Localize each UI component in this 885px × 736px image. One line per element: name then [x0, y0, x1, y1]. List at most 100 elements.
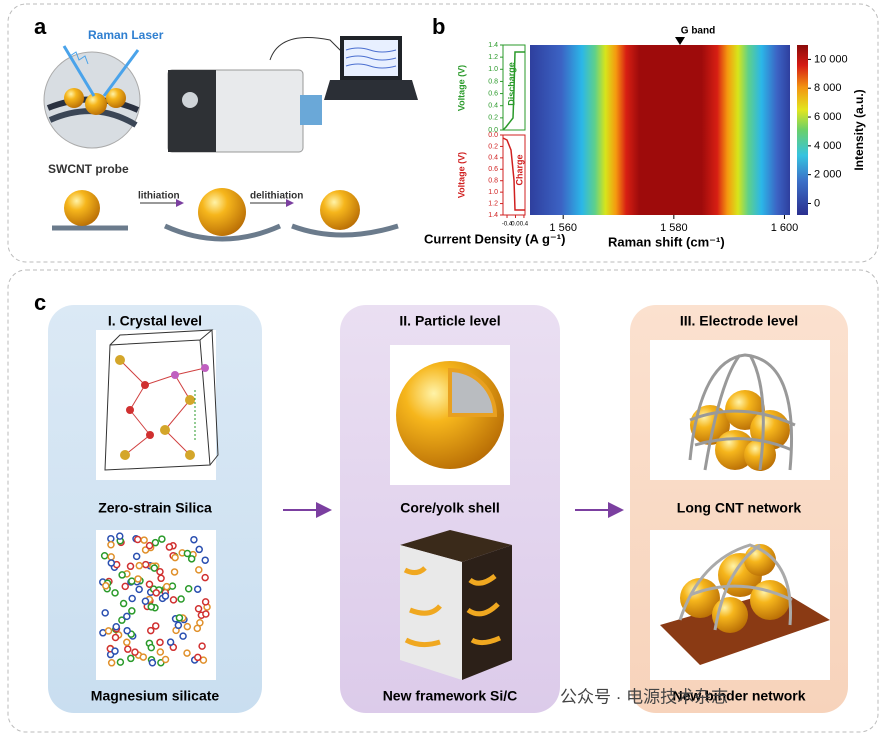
atom [100, 552, 109, 560]
colorbar [797, 45, 808, 215]
level-caption: Core/yolk shell [400, 500, 500, 516]
atom [169, 596, 178, 604]
atom [139, 653, 148, 661]
level-title: I. Crystal level [108, 313, 202, 329]
atom [118, 571, 126, 579]
level-title: II. Particle level [399, 313, 500, 329]
atom [158, 535, 166, 543]
atom [202, 610, 210, 618]
atom [187, 555, 196, 563]
current-tick-label: 0.0 [511, 222, 520, 228]
cnt-network [650, 340, 830, 480]
atom [166, 638, 175, 646]
atom [112, 622, 120, 631]
atom [175, 614, 184, 622]
level-caption: New framework Si/C [383, 688, 518, 704]
step-label: delithiation [250, 191, 303, 202]
atom [128, 577, 136, 585]
heatmap [530, 45, 790, 215]
voltage-tick-label: 1.4 [488, 42, 498, 49]
atom [107, 559, 116, 567]
atom [161, 592, 170, 600]
framework-cube [400, 530, 512, 680]
voltage-tick-label: 0.0 [488, 127, 498, 134]
atom [184, 584, 193, 593]
discharge-label: Discharge [506, 62, 516, 106]
charge-box [502, 134, 526, 216]
atom [123, 612, 131, 621]
atom [116, 532, 124, 540]
atom [102, 582, 110, 590]
crystal-structure [96, 329, 219, 480]
atom [119, 599, 128, 608]
probe-illustration [43, 45, 141, 149]
voltage-tick-label: 0.8 [488, 78, 498, 85]
voltage-tick-label: 1.0 [488, 189, 498, 196]
colorbar-tick-label: 2 000 [814, 169, 842, 181]
atom [101, 609, 109, 617]
current-title: Current Density (A g⁻¹) [424, 231, 565, 246]
x-title: Raman shift (cm⁻¹) [608, 234, 725, 249]
atom [195, 566, 203, 574]
atom [123, 638, 131, 647]
annotation-marker [675, 37, 685, 45]
atom [162, 582, 171, 591]
atom [118, 616, 126, 624]
level-caption: Long CNT network [677, 500, 802, 516]
voltage-tick-label: 1.4 [488, 212, 498, 219]
voltage-tick-label: 0.4 [488, 155, 498, 162]
atom [145, 580, 154, 589]
atom [183, 622, 192, 631]
atom [174, 621, 183, 630]
atom [179, 632, 187, 640]
x-tick-label: 1 580 [660, 222, 688, 234]
atom [107, 553, 115, 561]
atom [152, 589, 160, 597]
atom [141, 560, 150, 569]
instrument [167, 36, 418, 153]
discharge-box [502, 44, 526, 131]
atom [190, 535, 198, 544]
atom [201, 573, 209, 582]
atom [132, 552, 141, 561]
level-caption: New binder network [672, 688, 805, 704]
atom [107, 534, 115, 543]
atom [156, 648, 165, 656]
atom [183, 549, 192, 558]
atom [193, 585, 202, 593]
colorbar-tick-label: 6 000 [814, 111, 842, 123]
frame-bottom [7, 269, 879, 733]
atom [147, 643, 156, 652]
atom [148, 659, 157, 667]
panel-label: a [34, 14, 47, 39]
atom [116, 658, 125, 666]
atom [133, 535, 142, 544]
watermark: 公众号 · 电源技术杂志 [560, 687, 728, 706]
frame-top [7, 3, 879, 263]
atom [141, 597, 150, 606]
colorbar-tick-label: 4 000 [814, 140, 842, 152]
current-tick-label: 0.4 [520, 222, 529, 228]
voltage-tick-label: 0.2 [488, 143, 498, 150]
voltage-tick-label: 1.0 [488, 66, 498, 73]
voltage-tick-label: 0.0 [488, 132, 498, 139]
atom [128, 607, 136, 615]
charge-curve [502, 137, 525, 211]
core-shell [390, 345, 510, 485]
atom [126, 562, 135, 571]
voltage-tick-label: 0.6 [488, 90, 498, 97]
voltage-tick-label: 1.2 [488, 54, 498, 61]
probe-label: SWCNT probe [48, 162, 129, 176]
atom [147, 626, 155, 635]
atom [156, 638, 164, 647]
x-tick-label: 1 600 [771, 222, 799, 234]
atom [165, 543, 174, 551]
atom [135, 561, 144, 570]
atom [123, 626, 131, 635]
atom [195, 545, 203, 554]
charge-label: Charge [514, 154, 524, 185]
atom [151, 622, 160, 630]
current-tick-label: -0.4 [502, 222, 513, 228]
atom [193, 624, 202, 633]
